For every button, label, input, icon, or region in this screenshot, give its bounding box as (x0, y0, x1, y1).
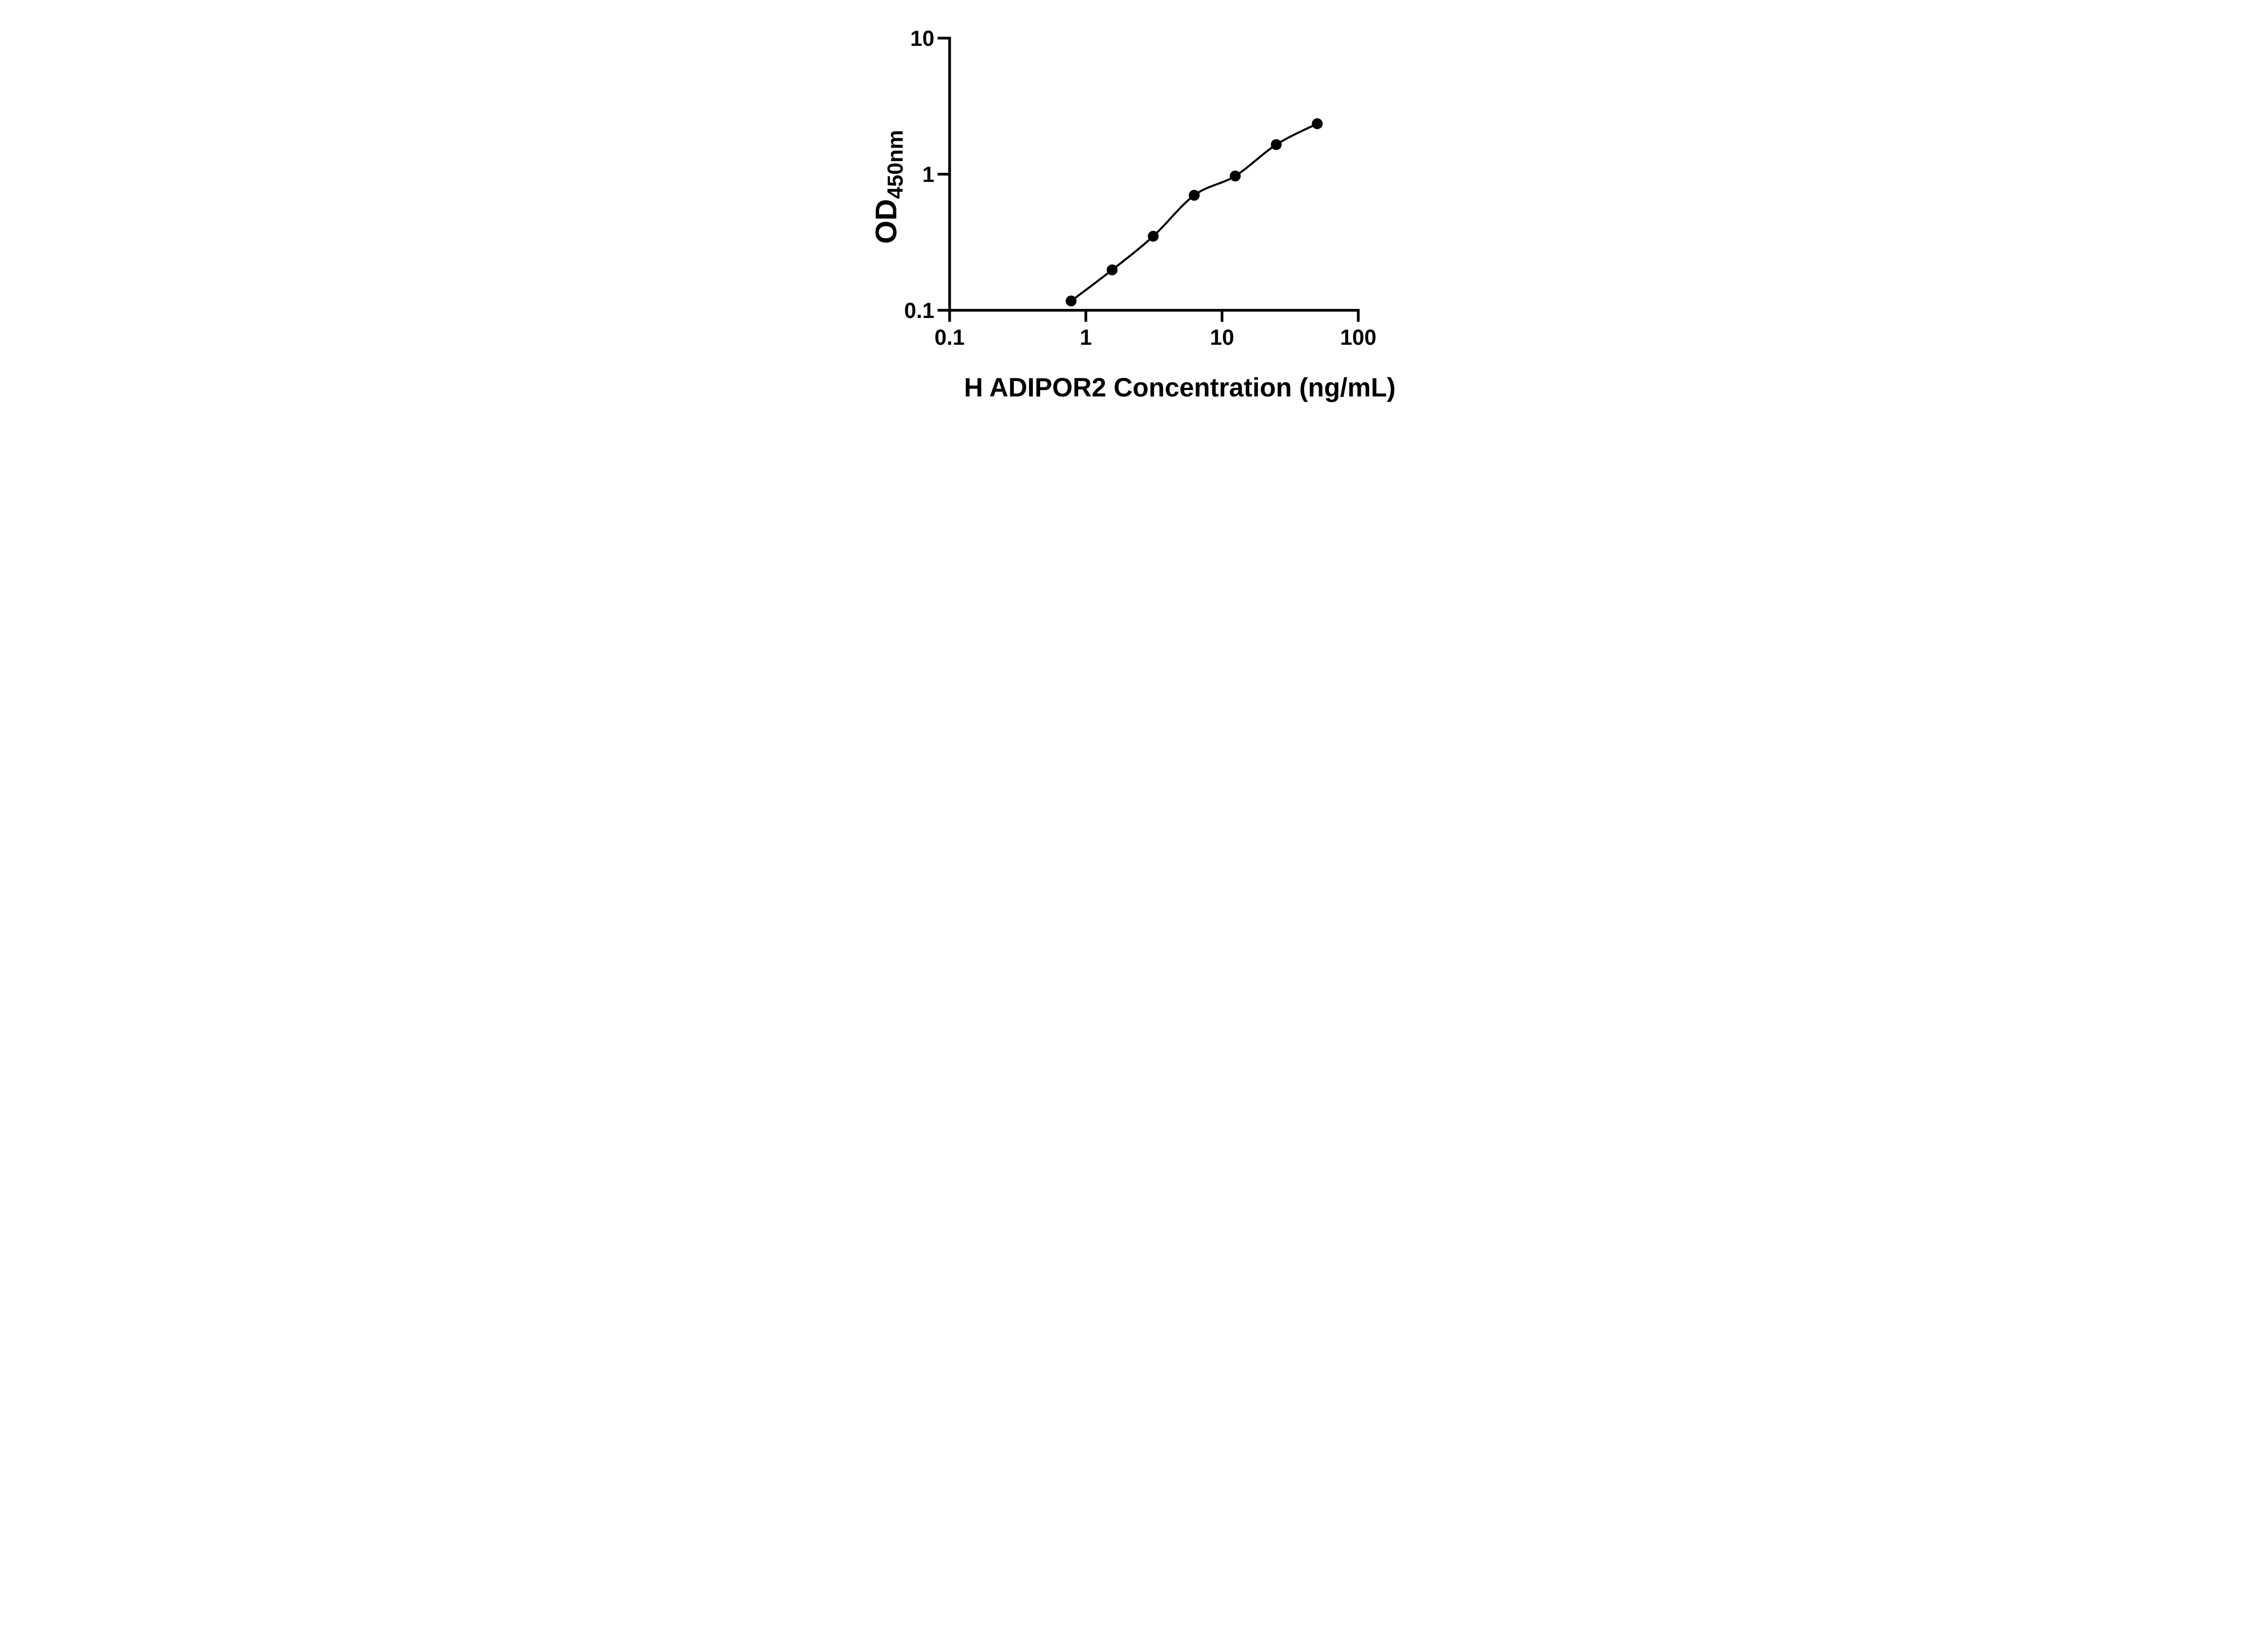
x-tick-label: 0.1 (934, 326, 965, 350)
y-axis-title-main: OD (869, 199, 903, 244)
data-point-marker (1271, 139, 1282, 150)
data-point-marker (1311, 118, 1323, 129)
data-point-marker (1188, 190, 1200, 201)
data-point-marker (1229, 171, 1241, 181)
standard-curve-figure: 0.1 1 10 0.1 1 10 100 OD450nm H ADIPOR2 Concen… (848, 0, 1420, 408)
data-point-marker (1065, 295, 1076, 307)
data-point-marker (1147, 230, 1158, 242)
y-tick-label: 0.1 (904, 299, 934, 323)
axes-group: 0.1 1 10 0.1 1 10 100 (904, 27, 1376, 350)
x-tick-label: 100 (1340, 326, 1376, 350)
x-tick-label: 1 (1080, 326, 1092, 350)
y-tick-label: 10 (910, 27, 934, 51)
y-axis-title-subscript: 450nm (884, 130, 908, 199)
data-point-marker (1106, 264, 1118, 275)
series-group (1065, 118, 1323, 307)
fit-curve-line (1070, 122, 1318, 302)
y-tick-label: 1 (922, 163, 934, 187)
standard-curve-chart: 0.1 1 10 0.1 1 10 100 OD450nm H ADIPOR2 Concen… (848, 0, 1420, 408)
x-tick-label: 10 (1210, 326, 1234, 350)
y-axis-title: OD450nm (869, 130, 908, 244)
x-axis-title: H ADIPOR2 Concentration (ng/mL) (964, 373, 1396, 402)
